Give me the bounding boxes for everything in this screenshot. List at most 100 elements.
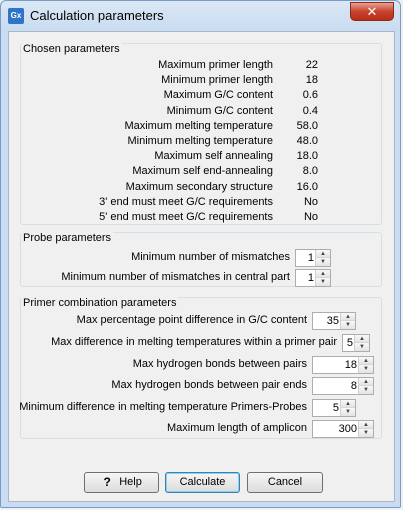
- chosen-param-label: Maximum primer length: [158, 59, 273, 71]
- chosen-param-value: 0.6: [302, 89, 318, 102]
- spinner-buttons: ▲ ▼: [340, 313, 355, 329]
- primer-combination-group: Primer combination parameters Max percen…: [19, 297, 382, 439]
- chosen-param-row: Maximum self end-annealing 8.0: [21, 164, 381, 179]
- cancel-button-label: Cancel: [267, 476, 303, 488]
- spinner-value[interactable]: 35: [326, 315, 339, 327]
- spinner-buttons: ▲ ▼: [358, 357, 373, 373]
- spin-down-icon[interactable]: ▼: [341, 408, 355, 416]
- calculate-button-label: Calculate: [179, 476, 226, 488]
- cancel-button[interactable]: Cancel: [247, 472, 323, 493]
- spinner-value[interactable]: 5: [346, 337, 353, 349]
- close-button[interactable]: ✕: [350, 2, 394, 21]
- chosen-param-value: 0.4: [302, 104, 318, 117]
- close-icon: ✕: [366, 4, 378, 19]
- probe-param-label: Minimum number of mismatches: [131, 251, 290, 263]
- spin-up-icon[interactable]: ▲: [316, 270, 330, 278]
- spinner-buttons: ▲ ▼: [315, 250, 330, 266]
- chosen-param-label: Maximum self annealing: [154, 150, 273, 163]
- chosen-param-value: 8.0: [302, 165, 318, 178]
- primer-param-label: Max hydrogen bonds between pairs: [132, 358, 307, 370]
- probe-param-spinner[interactable]: 1 ▲ ▼: [295, 249, 331, 267]
- primer-param-label: Maximum length of amplicon: [166, 422, 307, 434]
- spinner-buttons: ▲ ▼: [354, 335, 369, 351]
- chosen-parameters-title: Chosen parameters: [21, 43, 122, 55]
- chosen-param-row: Maximum secondary structure 16.0: [21, 180, 381, 195]
- chosen-param-row: Minimum primer length 18: [21, 73, 381, 88]
- chosen-param-value: 58.0: [296, 119, 318, 132]
- chosen-parameters-group: Chosen parameters Maximum primer length 2…: [20, 43, 382, 225]
- spin-up-icon[interactable]: ▲: [359, 421, 373, 429]
- spinner-value[interactable]: 1: [307, 272, 314, 284]
- primer-param-spinner[interactable]: 8 ▲ ▼: [312, 377, 374, 395]
- primer-param-spinner[interactable]: 18 ▲ ▼: [312, 356, 374, 374]
- primer-param-label: Max hydrogen bonds between pair ends: [111, 379, 307, 391]
- chosen-param-label: Maximum melting temperature: [124, 119, 273, 132]
- chosen-param-row: Minimum G/C content 0.4: [21, 104, 381, 119]
- spin-down-icon[interactable]: ▼: [316, 278, 330, 286]
- probe-param-spinner[interactable]: 1 ▲ ▼: [295, 269, 331, 287]
- help-button-label: Help: [119, 476, 142, 488]
- chosen-param-row: Maximum G/C content 0.6: [21, 88, 381, 103]
- help-button[interactable]: ? Help: [84, 472, 159, 493]
- spin-up-icon[interactable]: ▲: [359, 357, 373, 365]
- chosen-param-value: 18: [305, 74, 318, 87]
- spinner-buttons: ▲ ▼: [358, 378, 373, 394]
- spinner-buttons: ▲ ▼: [315, 270, 330, 286]
- spinner-value[interactable]: 300: [338, 423, 357, 435]
- probe-parameters-title: Probe parameters: [21, 232, 114, 244]
- spinner-value[interactable]: 5: [332, 402, 339, 414]
- chosen-param-value: No: [303, 195, 318, 208]
- chosen-param-row: Minimum melting temperature 48.0: [21, 134, 381, 149]
- chosen-param-label: Maximum G/C content: [163, 89, 273, 102]
- spin-down-icon[interactable]: ▼: [359, 429, 373, 437]
- chosen-param-row: 3' end must meet G/C requirements No: [21, 195, 381, 210]
- dialog-body: Chosen parameters Maximum primer length 2…: [8, 31, 395, 502]
- chosen-param-value: 16.0: [296, 180, 318, 193]
- help-icon: ?: [103, 475, 111, 489]
- chosen-param-row: 5' end must meet G/C requirements No: [21, 210, 381, 225]
- spin-up-icon[interactable]: ▲: [341, 313, 355, 321]
- spin-down-icon[interactable]: ▼: [359, 365, 373, 373]
- spinner-buttons: ▲ ▼: [340, 400, 355, 416]
- spin-down-icon[interactable]: ▼: [355, 343, 369, 351]
- primer-param-spinner[interactable]: 35 ▲ ▼: [312, 312, 356, 330]
- chosen-param-row: Maximum primer length 22: [21, 58, 381, 73]
- chosen-param-label: 5' end must meet G/C requirements: [99, 211, 273, 223]
- spinner-buttons: ▲ ▼: [358, 421, 373, 437]
- chosen-param-label: Minimum G/C content: [166, 104, 273, 117]
- title-bar[interactable]: Gx Calculation parameters ✕: [1, 1, 402, 31]
- chosen-param-label: Maximum self end-annealing: [132, 165, 273, 178]
- spin-up-icon[interactable]: ▲: [341, 400, 355, 408]
- chosen-param-value: No: [303, 211, 318, 223]
- spin-down-icon[interactable]: ▼: [341, 321, 355, 329]
- chosen-param-label: Maximum secondary structure: [125, 180, 273, 193]
- chosen-param-row: Maximum self annealing 18.0: [21, 149, 381, 164]
- chosen-param-label: Minimum melting temperature: [127, 135, 274, 147]
- primer-combination-title: Primer combination parameters: [21, 297, 179, 309]
- spinner-value[interactable]: 8: [350, 380, 357, 392]
- probe-parameters-group: Probe parameters Minimum number of misma…: [20, 232, 382, 287]
- chosen-param-row: Maximum melting temperature 58.0: [21, 119, 381, 134]
- primer-param-spinner[interactable]: 300 ▲ ▼: [312, 420, 374, 438]
- spinner-value[interactable]: 1: [307, 252, 314, 264]
- primer-param-label: Max difference in melting temperatures w…: [51, 336, 337, 348]
- calculate-button[interactable]: Calculate: [165, 472, 240, 493]
- spinner-value[interactable]: 18: [344, 359, 357, 371]
- window-title: Calculation parameters: [30, 8, 164, 23]
- primer-param-label: Max percentage point difference in G/C c…: [76, 314, 307, 326]
- spin-down-icon[interactable]: ▼: [316, 258, 330, 266]
- app-icon: Gx: [8, 8, 24, 24]
- primer-param-spinner[interactable]: 5 ▲ ▼: [342, 334, 370, 352]
- chosen-param-label: 3' end must meet G/C requirements: [99, 195, 273, 208]
- primer-param-spinner[interactable]: 5 ▲ ▼: [312, 399, 356, 417]
- chosen-param-value: 48.0: [296, 135, 318, 147]
- chosen-param-label: Minimum primer length: [161, 74, 273, 87]
- spin-up-icon[interactable]: ▲: [355, 335, 369, 343]
- spin-up-icon[interactable]: ▲: [359, 378, 373, 386]
- probe-param-label: Minimum number of mismatches in central …: [61, 271, 290, 283]
- spin-down-icon[interactable]: ▼: [359, 386, 373, 394]
- primer-param-label: Minimum difference in melting temperatur…: [19, 401, 307, 413]
- spin-up-icon[interactable]: ▲: [316, 250, 330, 258]
- chosen-param-value: 18.0: [296, 150, 318, 163]
